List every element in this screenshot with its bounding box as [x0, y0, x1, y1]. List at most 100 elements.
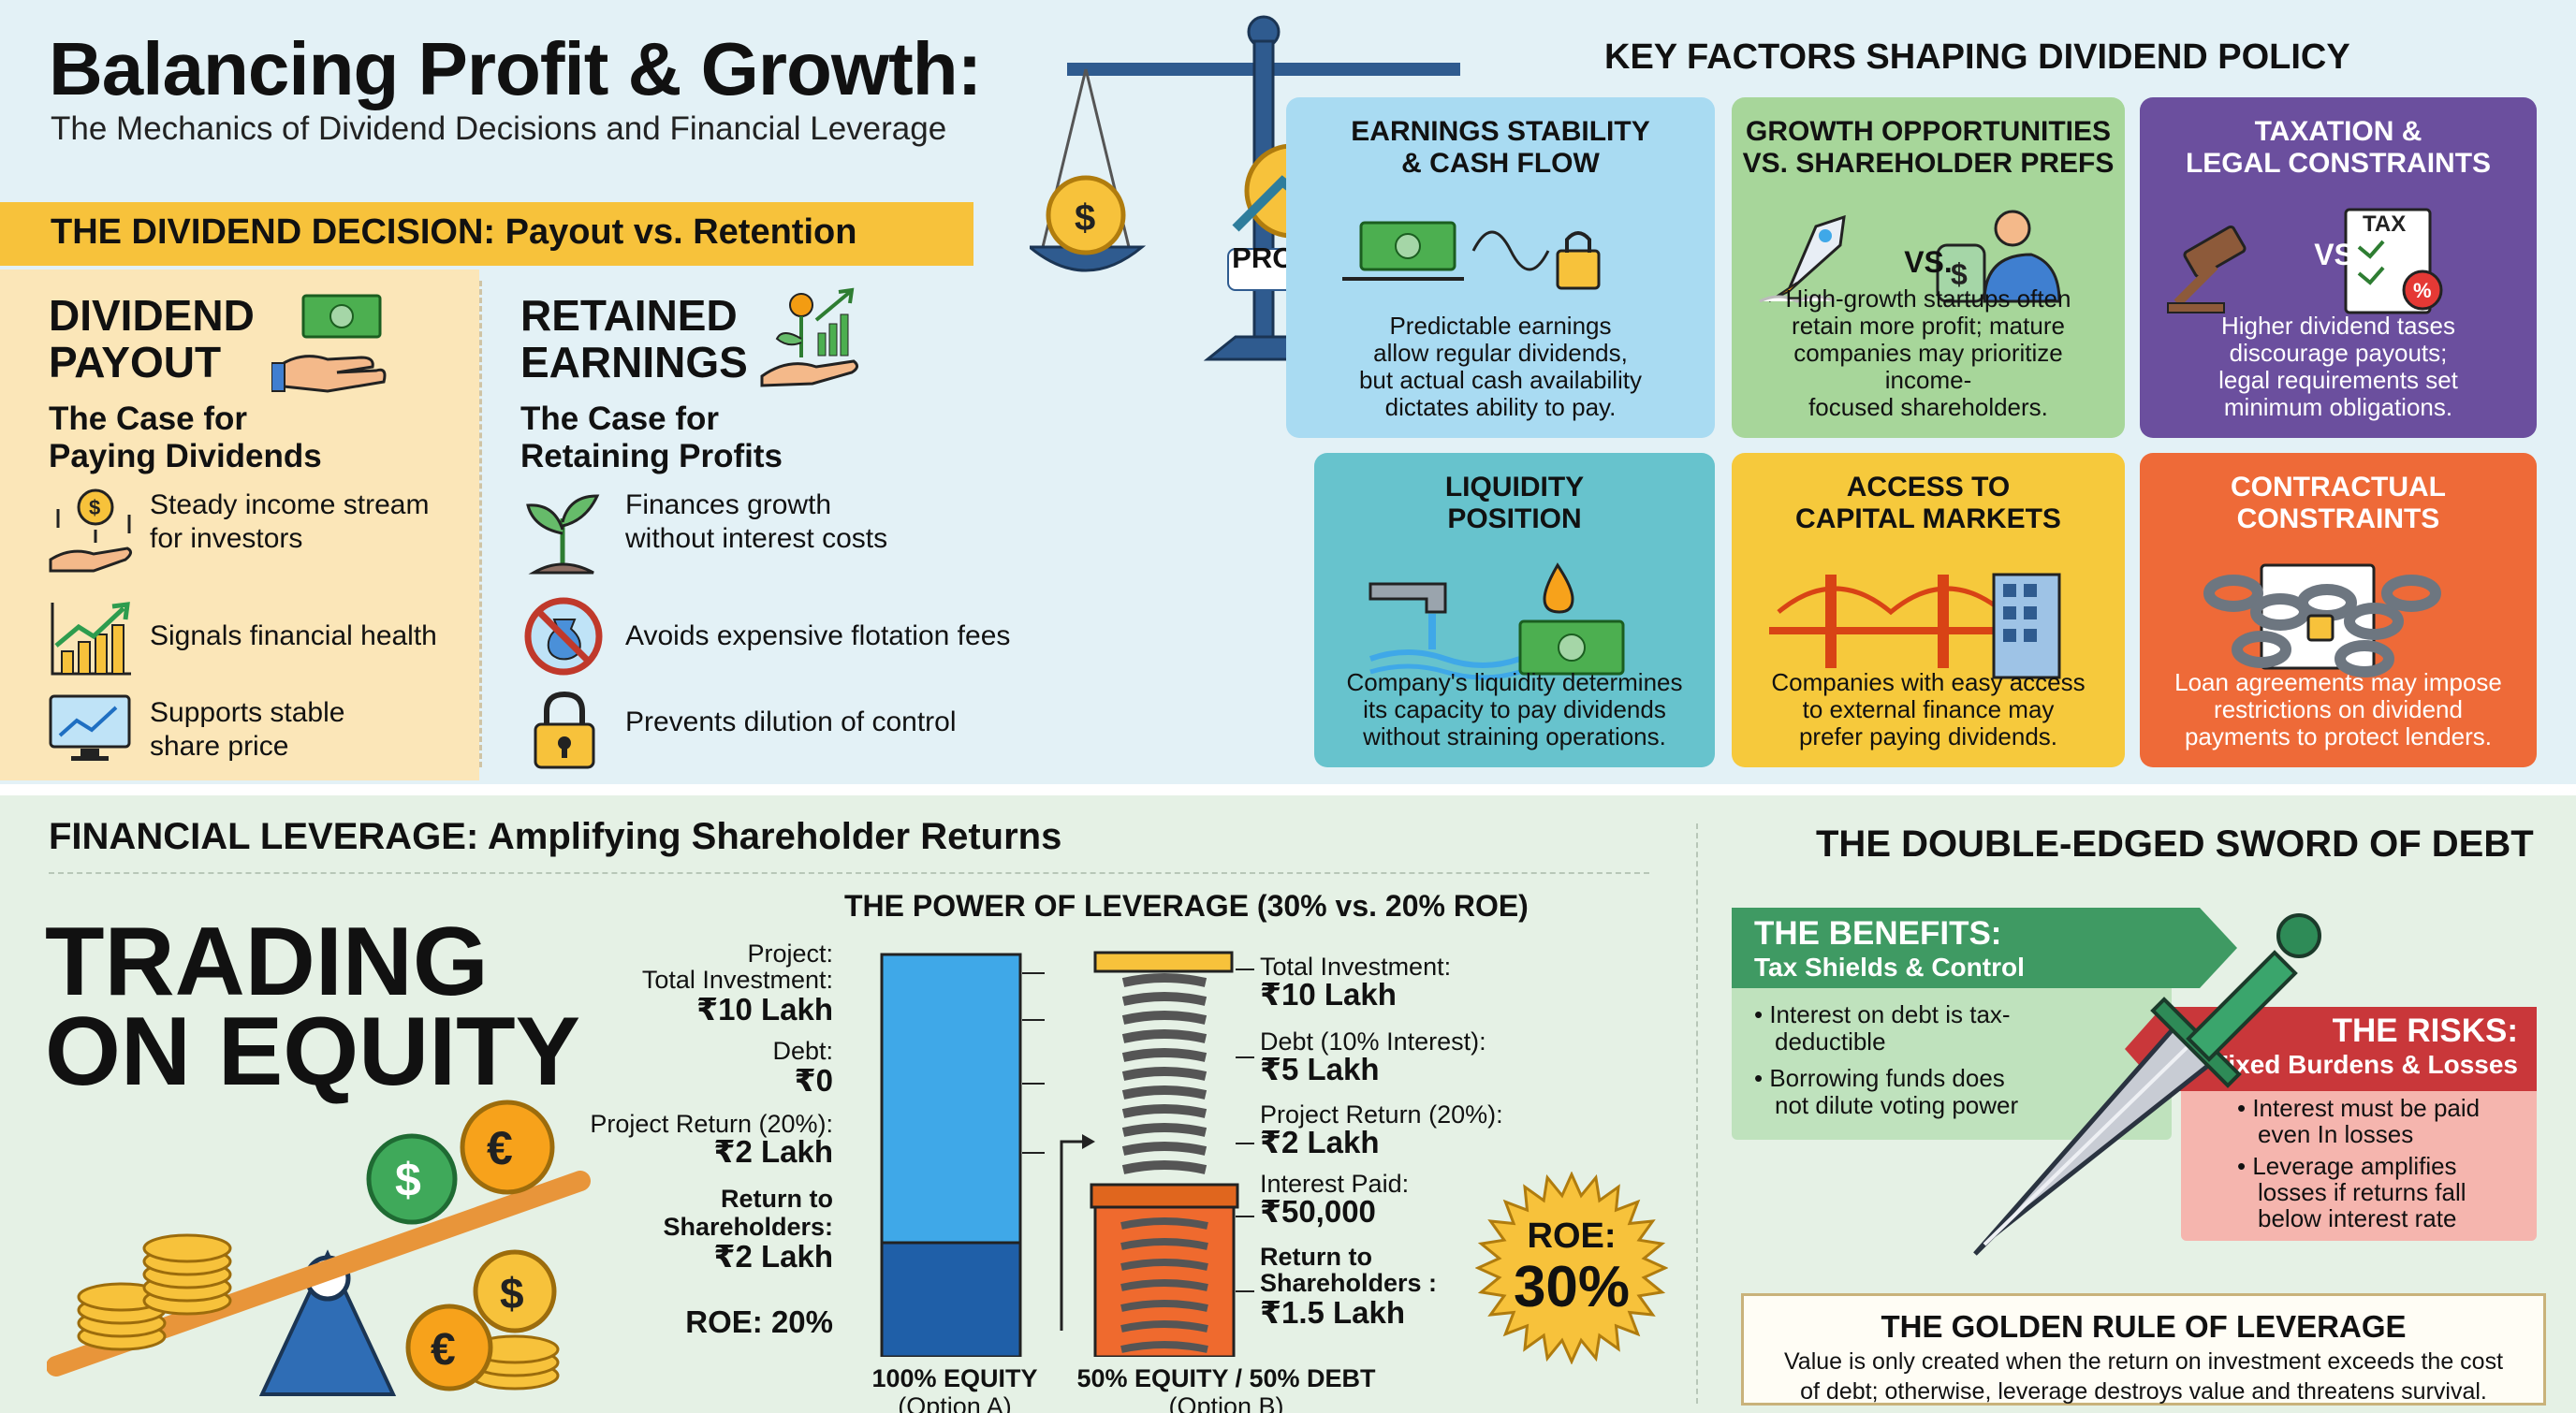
earnings-stability-icon [1342, 221, 1601, 290]
factor-card-text-line: Predictable earnings [1389, 312, 1612, 340]
risks-point-1-line2: even In losses [2258, 1120, 2414, 1148]
benefits-subtitle: Tax Shields & Control [1754, 953, 2025, 982]
leverage-title: FINANCIAL LEVERAGE: Amplifying Sharehold… [49, 816, 1062, 857]
factor-card-title: EARNINGS STABILITY & CASH FLOW [1286, 116, 1715, 180]
seesaw-coins-illustration: $ € $ € [47, 1100, 591, 1396]
factor-card-text-line: Loan agreements may impose [2174, 668, 2502, 696]
debt-sword-title: THE DOUBLE-EDGED SWORD OF DEBT [1816, 823, 2534, 865]
option-a-caption2: (Option A) [898, 1392, 1012, 1413]
factor-card-title: TAXATION & LEGAL CONSTRAINTS [2140, 116, 2537, 180]
option-b-caption1: 50% EQUITY / 50% DEBT [1076, 1364, 1376, 1392]
factor-card-text-line: minimum obligations. [2223, 393, 2453, 421]
dividend-decision-bar [0, 202, 973, 266]
factor-card-title-line1: EARNINGS STABILITY [1351, 116, 1650, 147]
benefits-point-2-line2: not dilute voting power [1775, 1091, 2019, 1119]
golden-rule-line1: Value is only created when the return on… [1783, 1348, 2504, 1375]
trading-line2: ON EQUITY [45, 998, 581, 1106]
svg-text:$: $ [1951, 257, 1968, 291]
option-a-roe: ROE: 20% [685, 1304, 833, 1339]
factor-card-title-line2: CONSTRAINTS [2236, 503, 2440, 534]
factor-card-title-line2: LEGAL CONSTRAINTS [2185, 148, 2492, 179]
svg-text:$: $ [395, 1154, 421, 1206]
factor-card-text-line: focused shareholders. [1808, 393, 2048, 421]
trading-on-equity-title: TRADING ON EQUITY [45, 913, 581, 1106]
income-coin-hand-icon: $ [49, 488, 132, 573]
factor-card-title-line2: VS. SHAREHOLDER PREFS [1742, 148, 2115, 179]
factor-card-text-line: its capacity to pay dividends [1363, 695, 1666, 723]
factor-card-title: CONTRACTUAL CONSTRAINTS [2140, 472, 2537, 535]
option-a-sh-value: ₹2 Lakh [713, 1239, 833, 1274]
factor-card-title: ACCESS TO CAPITAL MARKETS [1732, 472, 2125, 535]
option-a-return-value: ₹2 Lakh [713, 1134, 833, 1169]
option-b-debt-value: ₹5 Lakh [1260, 1052, 1380, 1086]
liquidity-position-icon [1368, 562, 1625, 680]
option-b-sh-label1: Return to [1260, 1243, 1372, 1271]
benefits-banner [1732, 908, 2237, 988]
retain-point-1: Finances growth without interest costs [625, 488, 887, 556]
option-b-sh-value: ₹1.5 Lakh [1260, 1295, 1406, 1330]
growth-bars-icon [51, 602, 131, 676]
option-b-return-value: ₹2 Lakh [1260, 1125, 1380, 1159]
no-fees-icon [524, 597, 603, 676]
benefits-point-1-line2: deductible [1775, 1027, 1886, 1056]
option-b-interest-value: ₹50,000 [1260, 1194, 1376, 1229]
factor-card-title-line1: TAXATION & [2254, 116, 2422, 147]
benefits-point-1-line1: Interest on debt is tax- [1769, 1000, 2011, 1028]
contractual-constraints-icon [2203, 563, 2441, 677]
retain-heading-line2: EARNINGS [520, 338, 748, 386]
factor-card-text-line: companies may prioritize income- [1793, 339, 2063, 394]
versus-label: VS. [2314, 238, 2363, 271]
factor-card-text: Company's liquidity determines its capaci… [1331, 669, 1698, 750]
factor-card-text-line: Companies with easy access [1771, 668, 2086, 696]
taxation-legal-icon: % [2167, 208, 2443, 314]
factor-card-capital-markets: ACCESS TO CAPITAL MARKETS Companies with e… [1732, 453, 2125, 767]
factor-card-title-line1: CONTRACTUAL [2231, 472, 2446, 503]
option-a-project-label: Project: [747, 940, 833, 968]
factor-card-text-line: restrictions on dividend [2214, 695, 2463, 723]
factor-card-growth-opportunities: GROWTH OPPORTUNITIES VS. SHAREHOLDER PREF… [1732, 97, 2125, 438]
risks-point-2-line1: Leverage amplifies [2252, 1152, 2457, 1180]
page-subtitle: The Mechanics of Dividend Decisions and … [51, 110, 947, 147]
payout-heading: DIVIDEND PAYOUT [49, 292, 255, 386]
retain-point-3-line1: Prevents dilution of control [625, 706, 957, 737]
factor-card-taxation-legal: TAXATION & LEGAL CONSTRAINTS% VS. TAX Higher… [2140, 97, 2537, 438]
benefits-point-1: • Interest on debt is tax- deductible [1754, 1000, 2011, 1056]
factor-card-text: Predictable earnings allow regular divide… [1303, 313, 1698, 421]
factor-card-text: Companies with easy access to external fi… [1749, 669, 2108, 750]
option-b-caption2: (Option B) [1168, 1392, 1284, 1413]
option-b-investment-value: ₹10 Lakh [1260, 977, 1397, 1012]
golden-rule-title: THE GOLDEN RULE OF LEVERAGE [1881, 1309, 2407, 1344]
retain-heading-line1: RETAINED [520, 291, 738, 340]
benefits-point-2: • Borrowing funds does not dilute voting… [1754, 1064, 2019, 1119]
risks-point-1-line1: Interest must be paid [2252, 1094, 2481, 1122]
tax-document-label: TAX [2363, 211, 2407, 237]
risks-point-2-line2: losses if returns fall [2258, 1178, 2466, 1206]
roe-starburst-badge [1475, 1172, 1668, 1364]
payout-point-3: Supports stable share price [150, 696, 344, 764]
payout-heading-line1: DIVIDEND [49, 291, 255, 340]
capital-markets-icon [1769, 573, 2061, 679]
roe-badge-label: ROE: [1527, 1216, 1617, 1256]
retain-sub-line2: Retaining Profits [520, 438, 783, 474]
risks-point-1: • Interest must be paid even In losses [2237, 1094, 2481, 1148]
retain-point-1-line1: Finances growth [625, 489, 832, 520]
option-a-caption: 100% EQUITY (Option A) [842, 1364, 1067, 1413]
factor-card-text-line: Company's liquidity determines [1346, 668, 1683, 696]
dividend-decision-title: THE DIVIDEND DECISION: Payout vs. Retent… [51, 212, 857, 252]
option-b-sh-label2: Shareholders : [1260, 1269, 1438, 1297]
option-a-sh-label2: Shareholders: [663, 1213, 833, 1241]
payout-point-1-line1: Steady income stream [150, 489, 430, 520]
factor-card-text: Higher dividend tases discourage payouts;… [2157, 313, 2520, 421]
risks-point-2-line3: below interest rate [2258, 1204, 2457, 1232]
money-hand-icon [271, 294, 387, 393]
retain-point-1-line2: without interest costs [625, 523, 888, 554]
factor-card-title-line2: CAPITAL MARKETS [1795, 503, 2061, 534]
factor-card-text-line: without straining operations. [1363, 722, 1666, 750]
plant-hand-growth-icon [760, 287, 858, 387]
payout-sub-line1: The Case for [49, 401, 247, 437]
payout-point-2: Signals financial health [150, 619, 437, 653]
svg-text:€: € [431, 1325, 456, 1375]
factor-card-earnings-stability: EARNINGS STABILITY & CASH FLOW Predictable… [1286, 97, 1715, 438]
benefits-title: THE BENEFITS: [1754, 915, 2002, 952]
option-a-return-label: Project Return (20%): [590, 1110, 833, 1138]
